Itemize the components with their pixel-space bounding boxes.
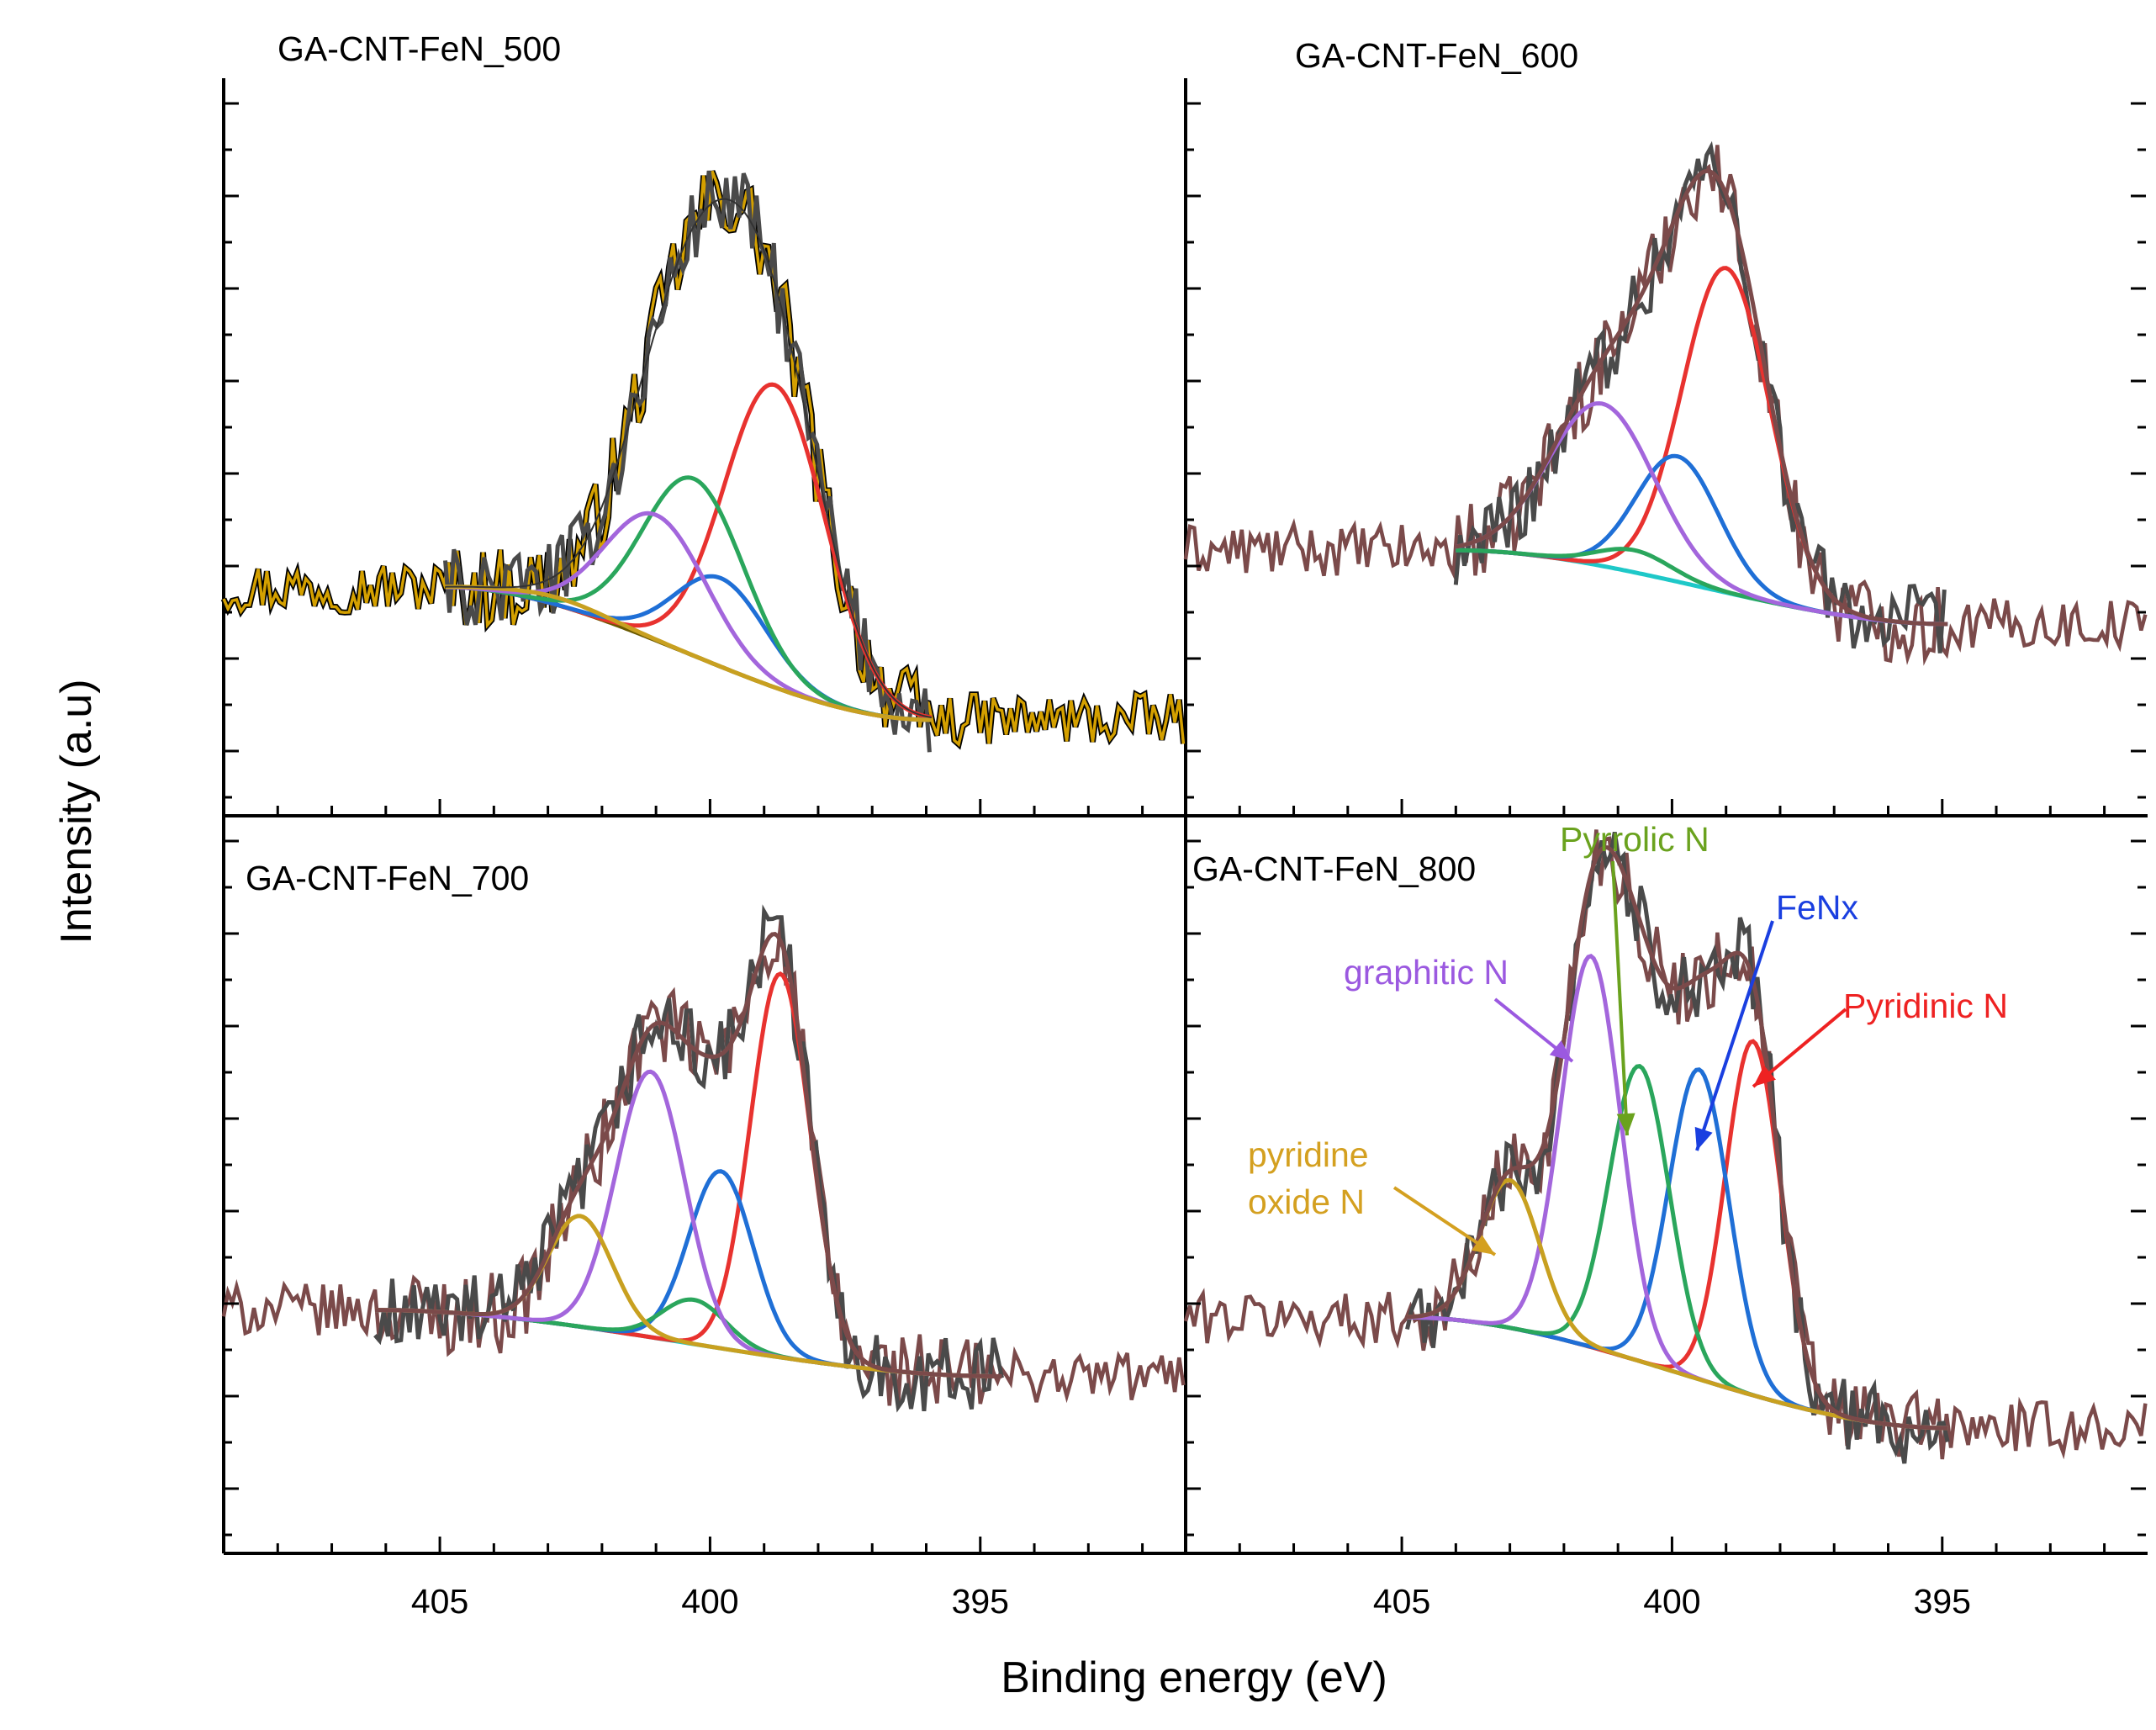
- panel-600: [1183, 140, 2148, 666]
- annotation-pyridinic: Pyridinic N: [1843, 987, 2008, 1025]
- annotation-pyrrolic: Pyrrolic N: [1560, 820, 1709, 859]
- x-tick-label: 400: [1643, 1582, 1700, 1621]
- peak-annotations: Pyrrolic N FeNx graphitic N Pyridinic N …: [1248, 820, 2008, 1256]
- arrow-pyrrolic: [1611, 860, 1629, 1136]
- envelope-fit-line: [1455, 168, 1948, 627]
- component-pyridinic-n: [1456, 266, 1948, 627]
- panel-500: [220, 170, 1186, 753]
- x-tick-label: 405: [411, 1582, 468, 1621]
- x-tick-label: 395: [952, 1582, 1009, 1621]
- panel-title-500: GA-CNT-FeN_500: [277, 29, 561, 68]
- arrow-graphitic-head: [1549, 1040, 1572, 1061]
- arrow-fenx: [1695, 920, 1774, 1151]
- arrow-oxide-head: [1472, 1235, 1495, 1255]
- panel-title-600: GA-CNT-FeN_600: [1295, 36, 1578, 75]
- annotation-fenx: FeNx: [1776, 888, 1858, 927]
- measured-data-line: [373, 904, 1004, 1413]
- panel-title-700: GA-CNT-FeN_700: [246, 859, 529, 897]
- x-tick-label: 395: [1914, 1582, 1971, 1621]
- raw-spectrum-line: [221, 915, 1186, 1410]
- x-axis-title: Binding energy (eV): [1001, 1653, 1387, 1702]
- raw-spectrum-line: [1183, 145, 2148, 666]
- annotation-oxide-line1: pyridine: [1248, 1135, 1369, 1174]
- envelope-fit-line: [445, 198, 933, 719]
- x-tick-label: 400: [681, 1582, 738, 1621]
- y-axis-title: Intensity (a.u): [52, 679, 101, 944]
- annotation-graphitic: graphitic N: [1344, 953, 1509, 992]
- raw-spectrum-line: [222, 170, 1186, 748]
- x-tick-label: 405: [1373, 1582, 1430, 1621]
- axis-ticks: 405 400 395 405 400 395: [224, 102, 2146, 1621]
- arrow-pyridinic-head: [1753, 1065, 1777, 1087]
- envelope-fit-line: [375, 932, 1002, 1378]
- arrow-pyrrolic-head: [1616, 1113, 1635, 1135]
- panel-title-800: GA-CNT-FeN_800: [1192, 849, 1476, 888]
- measured-data-line: [443, 170, 932, 753]
- annotation-oxide-line2: oxide N: [1248, 1182, 1365, 1221]
- component-graphitic-n: [1455, 401, 1948, 627]
- panel-700: [221, 904, 1186, 1413]
- envelope-fit-line: [1407, 845, 1948, 1431]
- panel-800: [1183, 829, 2148, 1464]
- measured-data-line: [1453, 140, 1947, 653]
- component-pyridine-oxide-n: [445, 585, 932, 722]
- arrow-fenx-head: [1694, 1126, 1713, 1151]
